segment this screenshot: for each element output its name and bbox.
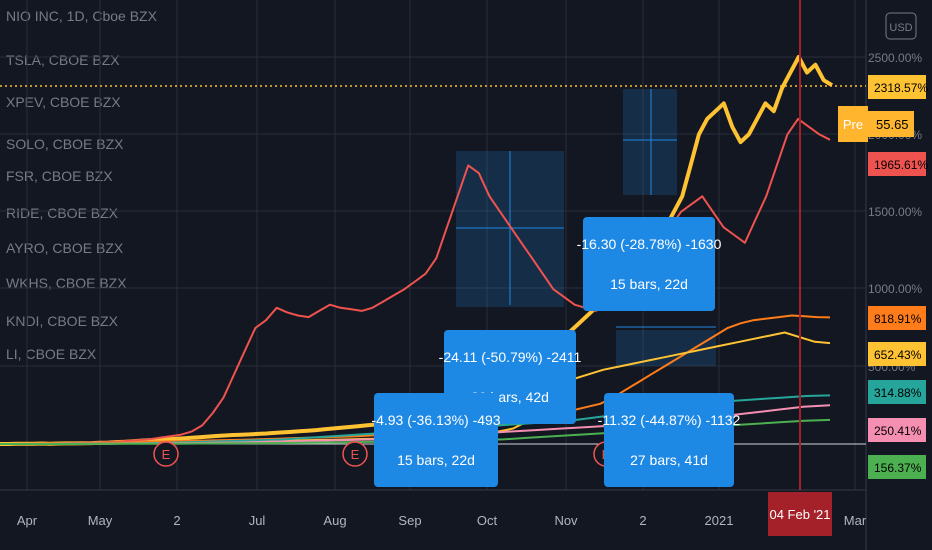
legend-symbol-ayro[interactable]: AYRO, CBOE BZX (6, 240, 124, 256)
price-tag-box (868, 75, 926, 99)
price-tag-label: 2318.57% (874, 81, 928, 95)
x-tick-label: 2021 (705, 513, 734, 528)
y-tick-label: 1500.00% (868, 205, 922, 219)
measure-change-label: -24.11 (-50.79%) -2411 (439, 349, 582, 365)
legend-symbol-li[interactable]: LI, CBOE BZX (6, 346, 97, 362)
x-tick-label: Nov (554, 513, 578, 528)
measure-bars-label: 15 bars, 22d (397, 452, 475, 468)
measure-info-box[interactable] (583, 217, 715, 311)
legend-symbol-kndi[interactable]: KNDI, CBOE BZX (6, 313, 119, 329)
price-tag-label: 652.43% (874, 348, 922, 362)
currency-box[interactable] (885, 12, 917, 40)
legend-symbol-solo[interactable]: SOLO, CBOE BZX (6, 136, 124, 152)
legend-symbol-wkhs[interactable]: WKHS, CBOE BZX (6, 275, 127, 291)
pre-value-box (868, 111, 914, 137)
price-tag-label: 314.88% (874, 386, 922, 400)
price-tag-box (868, 380, 926, 404)
x-tick-label: Sep (398, 513, 421, 528)
legend-symbol-tsla[interactable]: TSLA, CBOE BZX (6, 52, 120, 68)
measure-area (616, 330, 716, 366)
price-tag-box (868, 306, 926, 330)
measure-bars-label: 27 bars, 41d (630, 452, 708, 468)
legend-symbol-ride[interactable]: RIDE, CBOE BZX (6, 205, 119, 221)
pre-tag-box (838, 106, 868, 142)
price-tag-box (868, 455, 926, 479)
earnings-marker[interactable] (342, 441, 368, 467)
x-tick-label: May (88, 513, 113, 528)
earnings-marker-label: E (351, 447, 360, 462)
price-tag-label: 1965.61% (874, 158, 928, 172)
x-tick-label: 2 (639, 513, 646, 528)
legend-main[interactable]: NIO INC, 1D, Cboe BZX (6, 8, 157, 24)
price-tag-label: 250.41% (874, 424, 922, 438)
pre-tag-label: Pre (843, 117, 863, 132)
earnings-marker-label: E (162, 447, 171, 462)
price-tag-label: 818.91% (874, 312, 922, 326)
x-tick-label: Aug (323, 513, 346, 528)
measure-info-box[interactable] (374, 393, 498, 487)
series-line-1 (0, 117, 831, 445)
measure-change-label: -4.93 (-36.13%) -493 (371, 412, 500, 428)
x-tick-label: Apr (17, 513, 38, 528)
legend-symbol-fsr[interactable]: FSR, CBOE BZX (6, 168, 113, 184)
measure-change-label: -16.30 (-28.78%) -1630 (577, 236, 722, 252)
legend-symbol-xpev[interactable]: XPEV, CBOE BZX (6, 94, 121, 110)
measure-area (623, 89, 677, 195)
crosshair-date-label: 04 Feb '21 (769, 507, 830, 522)
crosshair-date-box (768, 492, 832, 536)
price-tag-box (868, 418, 926, 442)
currency-label: USD (889, 22, 912, 34)
pre-value-label: 55.65 (876, 117, 909, 132)
y-tick-label: 1000.00% (868, 282, 922, 296)
price-tag-box (868, 342, 926, 366)
x-tick-label: 2 (173, 513, 180, 528)
x-tick-label: Jul (249, 513, 266, 528)
price-tag-box (868, 152, 926, 176)
earnings-marker[interactable] (153, 441, 179, 467)
x-tick-label: Oct (477, 513, 498, 528)
measure-info-box[interactable] (604, 393, 734, 487)
price-tag-label: 156.37% (874, 461, 922, 475)
x-tick-label: Mar (844, 513, 867, 528)
measure-bars-label: 15 bars, 22d (610, 276, 688, 292)
y-tick-label: 2500.00% (868, 51, 922, 65)
measure-change-label: -11.32 (-44.87%) -1132 (598, 412, 741, 428)
